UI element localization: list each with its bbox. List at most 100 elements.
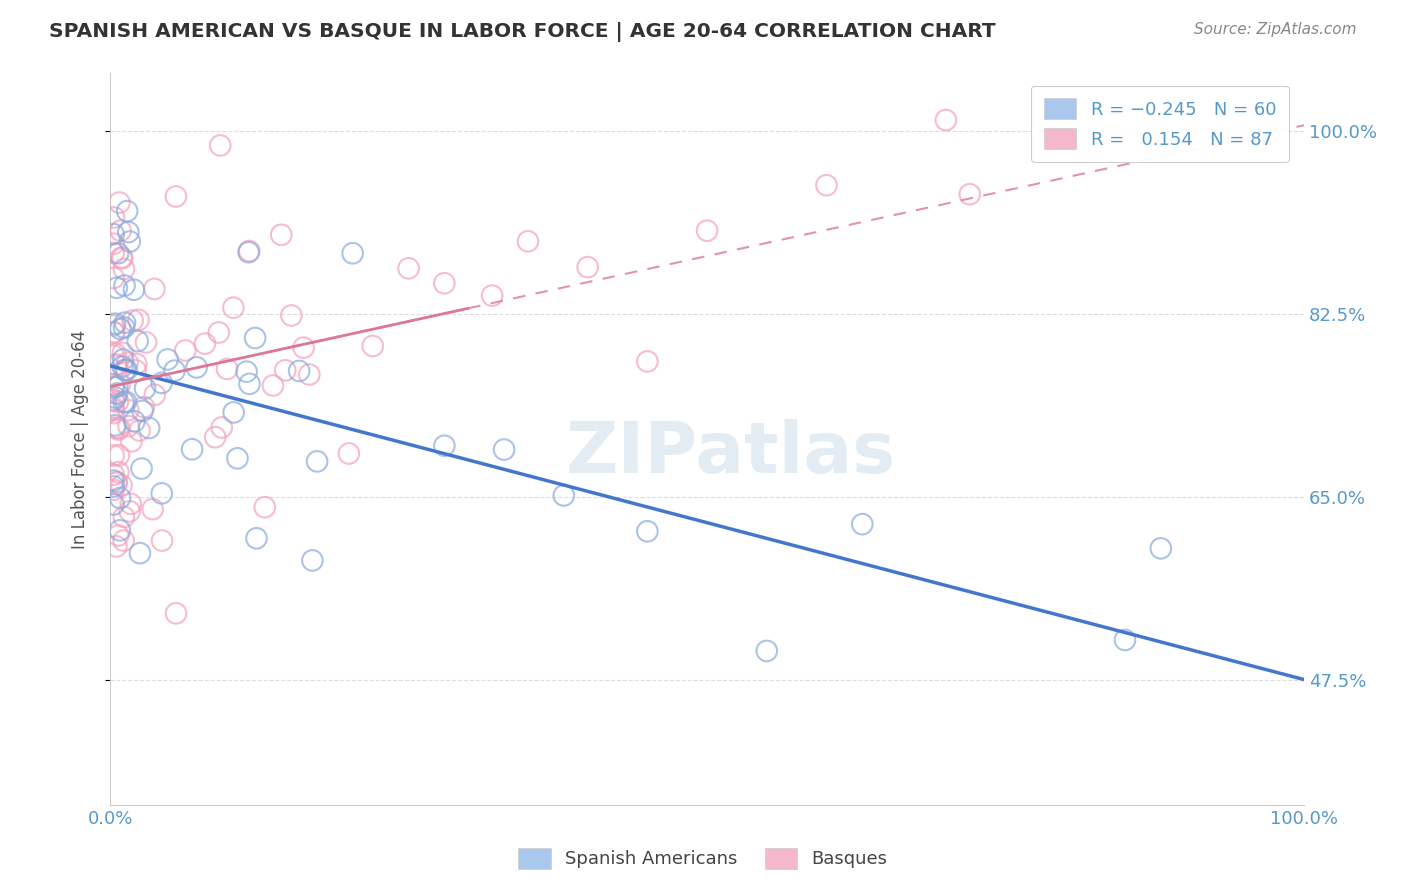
Point [128, 424, 150, 438]
Point [342, 246, 364, 260]
Point [105, 475, 128, 490]
Point [107, 246, 129, 260]
Point [103, 271, 125, 285]
Point [211, 420, 233, 434]
Point [194, 336, 217, 351]
Point [150, 533, 173, 548]
Point [117, 419, 139, 434]
Point [110, 224, 132, 238]
Point [696, 224, 718, 238]
Point [298, 368, 321, 382]
Point [163, 364, 186, 378]
Point [143, 282, 166, 296]
Legend: Spanish Americans, Basques: Spanish Americans, Basques [512, 840, 894, 876]
Text: Source: ZipAtlas.com: Source: ZipAtlas.com [1194, 22, 1357, 37]
Point [125, 357, 148, 371]
Point [117, 225, 139, 239]
Point [553, 488, 575, 502]
Point [105, 380, 128, 394]
Point [253, 500, 276, 515]
Point [103, 349, 125, 363]
Point [103, 326, 125, 340]
Point [1150, 541, 1173, 556]
Point [103, 380, 125, 394]
Point [111, 359, 134, 374]
Point [103, 406, 125, 420]
Point [433, 439, 456, 453]
Point [361, 339, 384, 353]
Point [103, 479, 125, 493]
Point [114, 363, 136, 377]
Point [292, 341, 315, 355]
Point [222, 301, 245, 315]
Point [118, 235, 141, 249]
Point [851, 517, 873, 532]
Point [274, 363, 297, 377]
Point [124, 414, 146, 428]
Point [494, 442, 516, 457]
Point [105, 281, 128, 295]
Point [117, 403, 139, 417]
Point [112, 509, 135, 524]
Point [238, 376, 260, 391]
Point [636, 354, 658, 368]
Point [114, 316, 136, 330]
Point [755, 644, 778, 658]
Point [103, 392, 125, 407]
Point [111, 346, 134, 360]
Point [135, 335, 157, 350]
Point [208, 326, 231, 340]
Text: SPANISH AMERICAN VS BASQUE IN LABOR FORCE | AGE 20-64 CORRELATION CHART: SPANISH AMERICAN VS BASQUE IN LABOR FORC… [49, 22, 995, 42]
Point [111, 251, 134, 265]
Point [280, 309, 302, 323]
Point [222, 405, 245, 419]
Point [107, 395, 129, 409]
Point [103, 474, 125, 488]
Point [142, 502, 165, 516]
Point [124, 363, 146, 377]
Point [103, 449, 125, 463]
Point [103, 483, 125, 497]
Point [288, 364, 311, 378]
Point [103, 318, 125, 333]
Point [108, 421, 131, 435]
Point [115, 204, 138, 219]
Point [117, 356, 139, 370]
Y-axis label: In Labor Force | Age 20-64: In Labor Force | Age 20-64 [72, 329, 89, 549]
Point [103, 497, 125, 511]
Point [104, 317, 127, 331]
Text: ZIPatlas: ZIPatlas [565, 419, 896, 488]
Point [120, 434, 142, 449]
Point [120, 497, 142, 511]
Point [107, 465, 129, 479]
Point [209, 138, 232, 153]
Point [576, 260, 599, 274]
Point [815, 178, 838, 193]
Point [935, 113, 957, 128]
Legend: R = −0.245   N = 60, R =   0.154   N = 87: R = −0.245 N = 60, R = 0.154 N = 87 [1032, 86, 1289, 161]
Point [235, 365, 257, 379]
Point [108, 195, 131, 210]
Point [181, 442, 204, 457]
Point [104, 391, 127, 405]
Point [114, 278, 136, 293]
Point [128, 313, 150, 327]
Point [186, 360, 208, 375]
Point [103, 211, 125, 225]
Point [138, 421, 160, 435]
Point [1114, 632, 1136, 647]
Point [165, 607, 187, 621]
Point [107, 423, 129, 437]
Point [226, 451, 249, 466]
Point [243, 331, 266, 345]
Point [111, 352, 134, 367]
Point [121, 313, 143, 327]
Point [204, 430, 226, 444]
Point [103, 467, 125, 482]
Point [307, 454, 329, 468]
Point [131, 461, 153, 475]
Point [108, 524, 131, 538]
Point [122, 283, 145, 297]
Point [215, 362, 238, 376]
Point [103, 403, 125, 417]
